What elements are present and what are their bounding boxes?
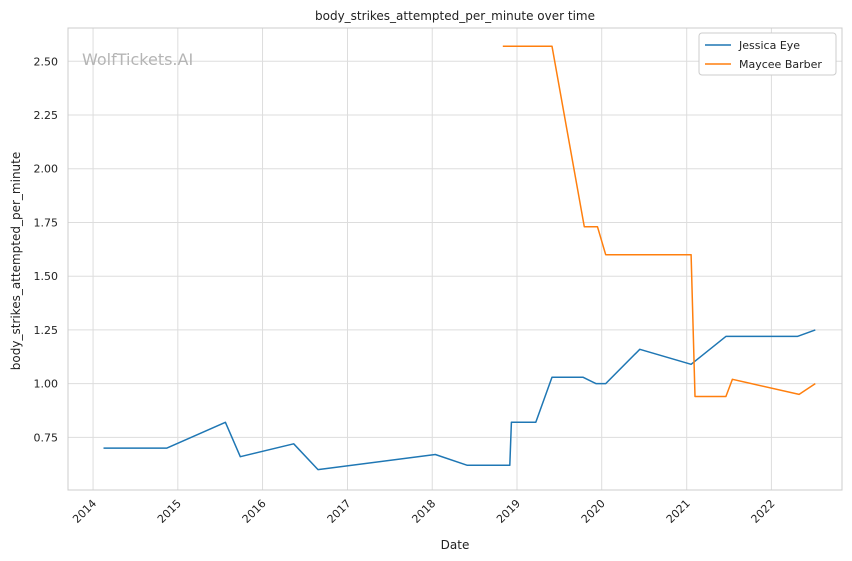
y-tick-label: 1.00 [34,378,59,391]
legend-label: Jessica Eye [738,39,800,52]
series-line-jessica-eye [103,329,816,471]
y-tick-labels: 0.75 1.00 1.25 1.50 1.75 2.00 2.25 2.50 [34,55,59,444]
y-tick-label: 2.00 [34,163,59,176]
y-tick-label: 1.50 [34,270,59,283]
y-tick-label: 1.25 [34,324,59,337]
series-layer [103,45,816,471]
series-line-maycee-barber [502,45,816,398]
y-tick-label: 2.50 [34,55,59,68]
legend-box [698,32,837,76]
watermark: WolfTickets.AI [82,50,193,69]
legend: Jessica Eye Maycee Barber [698,32,837,76]
legend-label: Maycee Barber [739,58,822,71]
grid [68,28,842,490]
y-tick-label: 0.75 [34,431,59,444]
plot-area-border [67,27,843,491]
x-axis-label: Date [441,538,470,552]
y-tick-label: 2.25 [34,109,59,122]
y-axis-label: body_strikes_attempted_per_minute [9,152,23,370]
y-tick-label: 1.75 [34,216,59,229]
chart-title: body_strikes_attempted_per_minute over t… [315,9,595,23]
